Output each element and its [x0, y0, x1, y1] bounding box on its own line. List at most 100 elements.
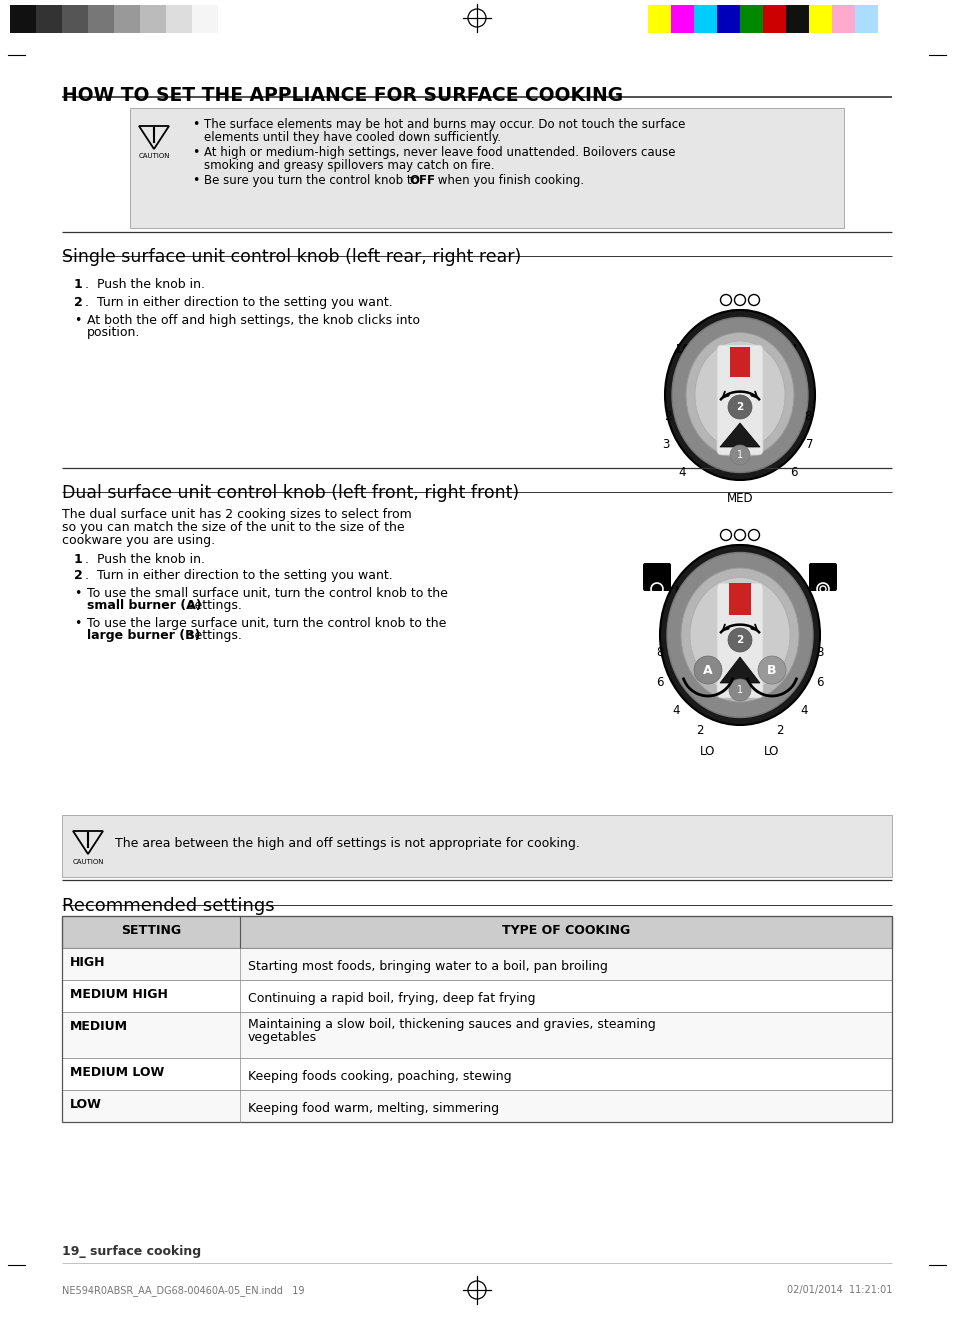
Text: LO: LO — [700, 746, 715, 758]
Bar — [10, 5, 36, 33]
Bar — [693, 5, 717, 33]
Text: Keeping food warm, melting, simmering: Keeping food warm, melting, simmering — [248, 1103, 498, 1114]
Text: 4: 4 — [800, 705, 807, 718]
Text: HIGH: HIGH — [70, 956, 106, 969]
Text: Continuing a rapid boil, frying, deep fat frying: Continuing a rapid boil, frying, deep fa… — [248, 992, 535, 1005]
Text: 8: 8 — [656, 646, 663, 660]
Text: CAUTION: CAUTION — [138, 153, 170, 159]
Text: At high or medium-high settings, never leave food unattended. Boilovers cause: At high or medium-high settings, never l… — [204, 145, 675, 159]
Text: Maintaining a slow boil, thickening sauces and gravies, steaming: Maintaining a slow boil, thickening sauc… — [248, 1018, 655, 1031]
Text: 1: 1 — [74, 553, 83, 566]
Text: position.: position. — [87, 327, 140, 338]
Text: 3: 3 — [661, 439, 669, 452]
Text: elements until they have cooled down sufficiently.: elements until they have cooled down suf… — [204, 131, 500, 144]
Text: 6: 6 — [816, 677, 822, 690]
Ellipse shape — [659, 545, 820, 724]
Text: OFF: OFF — [409, 175, 435, 186]
Text: 6: 6 — [656, 677, 663, 690]
Bar — [62, 948, 891, 980]
Text: Keeping foods cooking, poaching, stewing: Keeping foods cooking, poaching, stewing — [248, 1069, 511, 1083]
Text: NE594R0ABSR_AA_DG68-00460A-05_EN.indd   19: NE594R0ABSR_AA_DG68-00460A-05_EN.indd 19 — [62, 1285, 304, 1296]
Text: The surface elements may be hot and burns may occur. Do not touch the surface: The surface elements may be hot and burn… — [204, 118, 684, 131]
FancyBboxPatch shape — [717, 583, 762, 698]
Bar — [62, 1091, 891, 1122]
Circle shape — [727, 395, 751, 419]
Text: large burner (B): large burner (B) — [87, 629, 200, 642]
Text: At both the off and high settings, the knob clicks into: At both the off and high settings, the k… — [87, 315, 419, 327]
Bar — [62, 980, 891, 1013]
Text: HI: HI — [785, 586, 800, 598]
Text: settings.: settings. — [184, 599, 242, 612]
Text: 1: 1 — [736, 685, 742, 695]
Text: Recommended settings: Recommended settings — [62, 898, 274, 915]
Text: •: • — [74, 617, 81, 631]
Text: 2: 2 — [736, 635, 742, 645]
Bar — [192, 5, 218, 33]
Ellipse shape — [664, 309, 814, 480]
Text: To use the large surface unit, turn the control knob to the: To use the large surface unit, turn the … — [87, 617, 446, 631]
Bar — [762, 5, 785, 33]
Text: MEDIUM LOW: MEDIUM LOW — [70, 1066, 164, 1079]
Text: 2: 2 — [663, 411, 671, 423]
Text: 6: 6 — [789, 465, 797, 479]
Text: •: • — [192, 118, 199, 131]
Text: Starting most foods, bringing water to a boil, pan broiling: Starting most foods, bringing water to a… — [248, 960, 607, 973]
Circle shape — [693, 656, 721, 683]
Text: 8: 8 — [816, 646, 822, 660]
Circle shape — [729, 446, 749, 465]
FancyBboxPatch shape — [717, 345, 762, 455]
Text: .  Push the knob in.: . Push the knob in. — [85, 553, 205, 566]
Circle shape — [758, 656, 785, 683]
Bar — [647, 5, 670, 33]
Text: HI: HI — [675, 586, 688, 598]
Bar — [785, 5, 808, 33]
Text: B: B — [766, 664, 776, 677]
Bar — [854, 5, 877, 33]
Text: A: A — [702, 664, 712, 677]
Bar — [36, 5, 62, 33]
Bar — [62, 916, 891, 948]
Text: 2: 2 — [74, 296, 83, 309]
Text: .  Turn in either direction to the setting you want.: . Turn in either direction to the settin… — [85, 568, 393, 582]
Text: 19_ surface cooking: 19_ surface cooking — [62, 1245, 201, 1259]
Bar — [670, 5, 693, 33]
Text: To use the small surface unit, turn the control knob to the: To use the small surface unit, turn the … — [87, 587, 447, 600]
Bar — [140, 5, 166, 33]
Text: smoking and greasy spillovers may catch on fire.: smoking and greasy spillovers may catch … — [204, 159, 494, 172]
Text: 4: 4 — [672, 705, 679, 718]
Bar — [740, 5, 762, 33]
Text: 1: 1 — [74, 278, 83, 291]
Text: small burner (A): small burner (A) — [87, 599, 201, 612]
Ellipse shape — [689, 578, 789, 693]
Text: 2: 2 — [696, 724, 703, 738]
Text: LO: LO — [676, 342, 693, 356]
Polygon shape — [720, 423, 760, 447]
Text: settings.: settings. — [184, 629, 242, 642]
Text: cookware you are using.: cookware you are using. — [62, 534, 214, 547]
Circle shape — [727, 628, 751, 652]
Polygon shape — [720, 657, 760, 683]
Text: CAUTION: CAUTION — [72, 859, 104, 865]
Text: 2: 2 — [74, 568, 83, 582]
Text: Dual surface unit control knob (left front, right front): Dual surface unit control knob (left fro… — [62, 484, 518, 502]
Text: 2: 2 — [736, 402, 742, 412]
Text: Be sure you turn the control knob to: Be sure you turn the control knob to — [204, 175, 422, 186]
Bar — [62, 1058, 891, 1091]
Bar — [729, 346, 749, 377]
Text: HI: HI — [783, 342, 798, 356]
Text: 2: 2 — [776, 724, 783, 738]
Ellipse shape — [680, 568, 799, 702]
Text: •: • — [192, 175, 199, 186]
Bar — [62, 814, 891, 876]
FancyBboxPatch shape — [642, 563, 670, 591]
Bar — [113, 5, 140, 33]
Text: so you can match the size of the unit to the size of the: so you can match the size of the unit to… — [62, 521, 404, 534]
Bar — [62, 916, 891, 1122]
Circle shape — [728, 680, 750, 701]
Text: MED: MED — [726, 492, 753, 505]
Text: 8: 8 — [803, 411, 811, 423]
Text: OFF: OFF — [728, 325, 750, 334]
Bar — [166, 5, 192, 33]
Bar — [88, 5, 113, 33]
FancyBboxPatch shape — [808, 563, 836, 591]
